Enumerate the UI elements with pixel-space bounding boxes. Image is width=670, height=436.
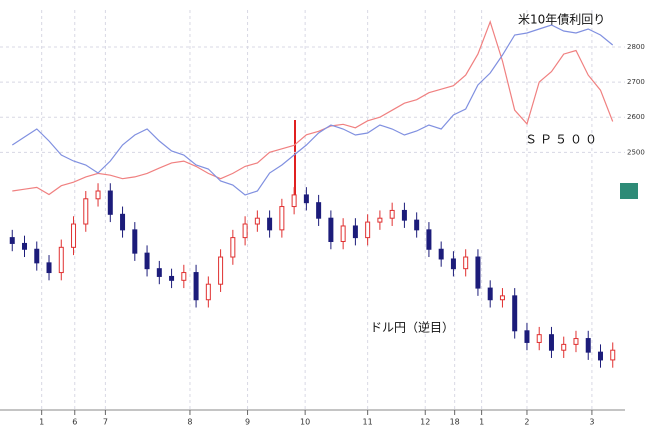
candle-body [548,334,554,351]
candle-body [377,217,383,223]
candle-body [83,198,89,225]
candle-body [585,338,591,353]
candle-body [512,295,518,332]
candle-body [34,248,40,264]
x-tick-label: 3 [589,418,594,427]
candle-body [120,213,126,231]
line-series [11,24,614,196]
series-label: ＳＰ５００ [525,133,600,147]
x-tick-label: 10 [300,418,310,427]
candle-body [426,229,432,250]
candle-body [107,190,113,215]
candle-body [303,194,309,204]
x-tick-label: 9 [245,418,250,427]
candle-body [144,252,150,270]
series-label: ドル円（逆目） [370,320,454,335]
candle-body [328,217,334,242]
x-tick-label: 12 [420,418,430,427]
side-badge [620,183,638,199]
candle-body [291,194,297,208]
candle-body [438,248,444,260]
candle-body [22,242,28,250]
candle-body [169,275,175,281]
x-tick-label: 2 [524,418,529,427]
candle-body [561,343,567,351]
x-tick-label: 8 [187,418,192,427]
x-tick-label: 6 [72,418,77,427]
candle-body [389,209,395,219]
candle-body [205,283,211,301]
candle-body [401,209,407,221]
candle-body [242,223,248,239]
candle-body [365,221,371,239]
candle-body [267,217,273,231]
candle-body [58,246,64,274]
candle-body [340,225,346,242]
candle-body [414,219,420,231]
candle-body [279,206,285,231]
candle-body [230,237,236,258]
candle-body [499,295,505,301]
x-tick-label: 11 [363,418,373,427]
candle-body [573,338,579,345]
candle-body [254,217,260,225]
y2-tick-label: 2800 [627,43,645,51]
candle-body [181,272,187,281]
candle-body [610,349,616,361]
y2-tick-label: 2700 [627,78,645,86]
candle-body [95,190,101,200]
candle-body [316,202,322,219]
candle-body [46,262,52,274]
candle-body [71,223,77,248]
x-tick-label: 1 [479,418,484,427]
candle-body [536,334,542,343]
candle-body [463,256,469,270]
series-label: 米10年債利回り [518,12,605,27]
candle-body [597,351,603,361]
x-tick-label: 7 [103,418,108,427]
x-tick-label: 1 [39,418,44,427]
candle-body [9,237,15,244]
candle-body [352,225,358,239]
candle-body [450,258,456,270]
line-series [12,19,614,196]
candle-body [475,256,481,289]
y2-tick-label: 2500 [627,148,645,156]
candle-body [218,256,224,285]
candle-body [132,229,138,254]
candle-body [193,272,199,301]
candle-body [156,268,162,277]
x-tick-label: 18 [450,418,460,427]
candle-body [487,287,493,301]
candle-body [524,330,530,343]
y2-tick-label: 2600 [627,113,645,121]
